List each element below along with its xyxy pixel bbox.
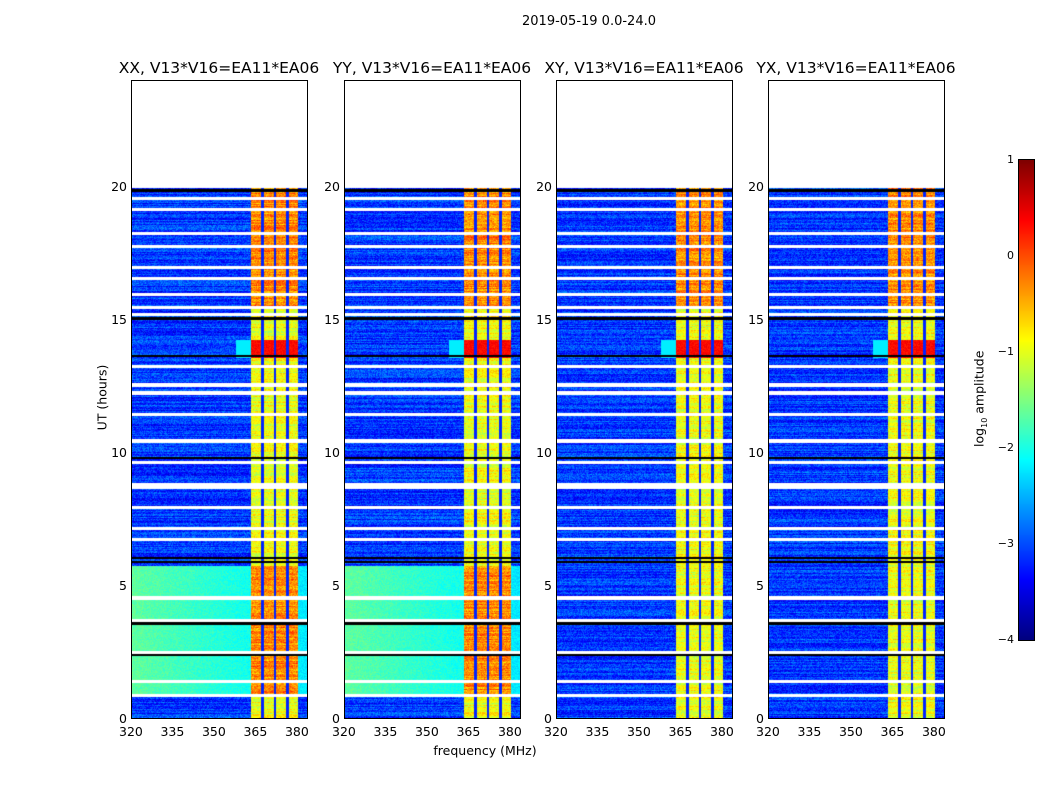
heatmap-image: [345, 81, 520, 718]
x-tick-label: 350: [414, 724, 439, 739]
y-tick-label: 10: [536, 444, 552, 460]
colorbar-tick-label: −3: [997, 537, 1014, 550]
panel-title: YX, V13*V16=EA11*EA06: [756, 59, 956, 77]
y-tick-label: 20: [324, 178, 340, 194]
y-axis-label: UT (hours): [94, 364, 110, 431]
y-tick-label: 5: [544, 577, 552, 593]
colorbar-tick-label: 0: [1007, 249, 1014, 262]
colorbar-label: log10 amplitude: [971, 350, 989, 447]
y-tick-label: 15: [324, 311, 340, 327]
x-tick-label: 365: [243, 724, 268, 739]
x-tick-label: 335: [797, 724, 822, 739]
heatmap-image: [132, 81, 307, 718]
colorbar-tick-label: −2: [997, 441, 1014, 454]
y-tick-label: 15: [111, 311, 127, 327]
spectrogram-panel-3: [768, 80, 945, 719]
y-tick-label: 20: [536, 178, 552, 194]
panel-title: YY, V13*V16=EA11*EA06: [332, 59, 532, 77]
y-tick-label: 20: [748, 178, 764, 194]
colorbar-tick-label: −4: [997, 633, 1014, 646]
x-tick-label: 350: [201, 724, 226, 739]
x-tick-label: 335: [160, 724, 185, 739]
y-tick-label: 0: [544, 711, 552, 726]
y-tick-label: 10: [111, 444, 127, 460]
x-tick-label: 320: [119, 724, 143, 739]
x-tick-label: 380: [284, 724, 309, 739]
x-tick-label: 320: [756, 724, 780, 739]
x-tick-label: 320: [544, 724, 568, 739]
y-tick-label: 15: [536, 311, 552, 327]
spectrogram-panel-2: [556, 80, 733, 719]
y-tick-label: 5: [119, 577, 127, 593]
x-tick-label: 320: [332, 724, 356, 739]
panel-title: XY, V13*V16=EA11*EA06: [544, 59, 744, 77]
y-tick-label: 10: [748, 444, 764, 460]
spectrogram-panel-1: [344, 80, 521, 719]
heatmap-image: [769, 81, 944, 718]
spectrogram-panel-0: [131, 80, 308, 719]
x-tick-label: 335: [585, 724, 610, 739]
y-tick-label: 20: [111, 178, 127, 194]
heatmap-image: [557, 81, 732, 718]
x-tick-label: 365: [880, 724, 905, 739]
y-tick-label: 5: [756, 577, 764, 593]
x-tick-label: 380: [709, 724, 734, 739]
colorbar-tick-label: 1: [1007, 153, 1014, 166]
x-tick-label: 350: [838, 724, 863, 739]
figure-title: 2019-05-19 0.0-24.0: [522, 14, 656, 29]
x-tick-label: 380: [497, 724, 522, 739]
y-tick-label: 0: [756, 711, 764, 726]
x-tick-label: 380: [921, 724, 946, 739]
x-tick-label: 365: [668, 724, 693, 739]
y-tick-label: 0: [332, 711, 340, 726]
x-tick-label: 335: [373, 724, 398, 739]
x-axis-label: frequency (MHz): [433, 743, 537, 758]
y-tick-label: 10: [324, 444, 340, 460]
y-tick-label: 5: [332, 577, 340, 593]
x-tick-label: 350: [626, 724, 651, 739]
colorbar-tick-label: −1: [997, 345, 1014, 358]
y-tick-label: 0: [119, 711, 127, 726]
panel-title: XX, V13*V16=EA11*EA06: [118, 59, 320, 77]
x-tick-label: 365: [456, 724, 481, 739]
y-tick-label: 15: [748, 311, 764, 327]
colorbar: [1018, 159, 1035, 641]
